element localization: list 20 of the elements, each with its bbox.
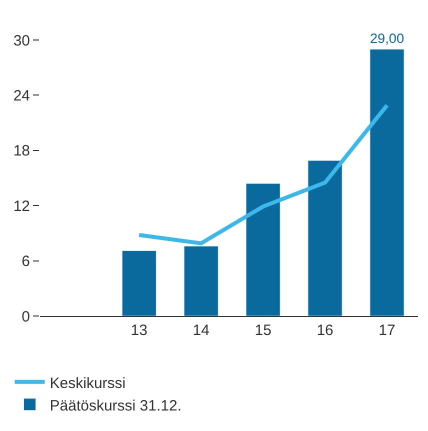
bar xyxy=(184,246,218,316)
bar xyxy=(308,160,342,316)
bar xyxy=(370,48,404,316)
y-tick-label: 24 xyxy=(13,87,30,104)
legend-label: Keskikurssi xyxy=(50,374,126,392)
y-tick-label: 18 xyxy=(13,142,30,160)
bar xyxy=(122,250,156,316)
bar xyxy=(246,183,280,316)
line-series xyxy=(137,103,390,246)
y-tick-label: 6 xyxy=(22,253,30,270)
x-tick-label: 16 xyxy=(316,322,334,339)
data-label: 29,00 xyxy=(370,31,404,46)
x-tick-label: 17 xyxy=(378,322,396,339)
x-tick-label: 15 xyxy=(254,322,272,339)
legend-label: Päätöskurssi 31.12. xyxy=(50,397,182,414)
x-tick-label: 14 xyxy=(192,322,210,339)
y-tick-label: 12 xyxy=(13,198,30,215)
y-tick-label: 0 xyxy=(22,308,30,326)
x-tick-label: 13 xyxy=(130,322,148,339)
y-tick-label: 30 xyxy=(13,32,30,50)
